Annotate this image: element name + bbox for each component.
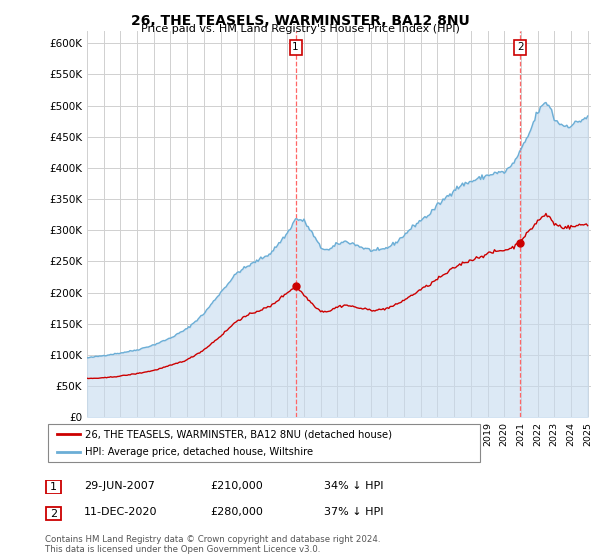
Text: £280,000: £280,000 bbox=[210, 507, 263, 517]
Text: Contains HM Land Registry data © Crown copyright and database right 2024.: Contains HM Land Registry data © Crown c… bbox=[45, 535, 380, 544]
Text: 1: 1 bbox=[50, 482, 57, 492]
Text: 2: 2 bbox=[517, 43, 524, 53]
Text: 26, THE TEASELS, WARMINSTER, BA12 8NU: 26, THE TEASELS, WARMINSTER, BA12 8NU bbox=[131, 14, 469, 28]
Text: 29-JUN-2007: 29-JUN-2007 bbox=[84, 480, 155, 491]
Text: 26, THE TEASELS, WARMINSTER, BA12 8NU (detached house): 26, THE TEASELS, WARMINSTER, BA12 8NU (d… bbox=[85, 429, 392, 439]
Text: £210,000: £210,000 bbox=[210, 480, 263, 491]
Text: 2: 2 bbox=[50, 508, 57, 519]
Text: HPI: Average price, detached house, Wiltshire: HPI: Average price, detached house, Wilt… bbox=[85, 447, 313, 457]
FancyBboxPatch shape bbox=[46, 480, 61, 494]
Text: This data is licensed under the Open Government Licence v3.0.: This data is licensed under the Open Gov… bbox=[45, 545, 320, 554]
Text: 1: 1 bbox=[292, 43, 299, 53]
Text: 34% ↓ HPI: 34% ↓ HPI bbox=[324, 480, 383, 491]
Text: 11-DEC-2020: 11-DEC-2020 bbox=[84, 507, 157, 517]
Text: 37% ↓ HPI: 37% ↓ HPI bbox=[324, 507, 383, 517]
FancyBboxPatch shape bbox=[46, 507, 61, 520]
Text: Price paid vs. HM Land Registry's House Price Index (HPI): Price paid vs. HM Land Registry's House … bbox=[140, 24, 460, 34]
FancyBboxPatch shape bbox=[48, 424, 480, 462]
